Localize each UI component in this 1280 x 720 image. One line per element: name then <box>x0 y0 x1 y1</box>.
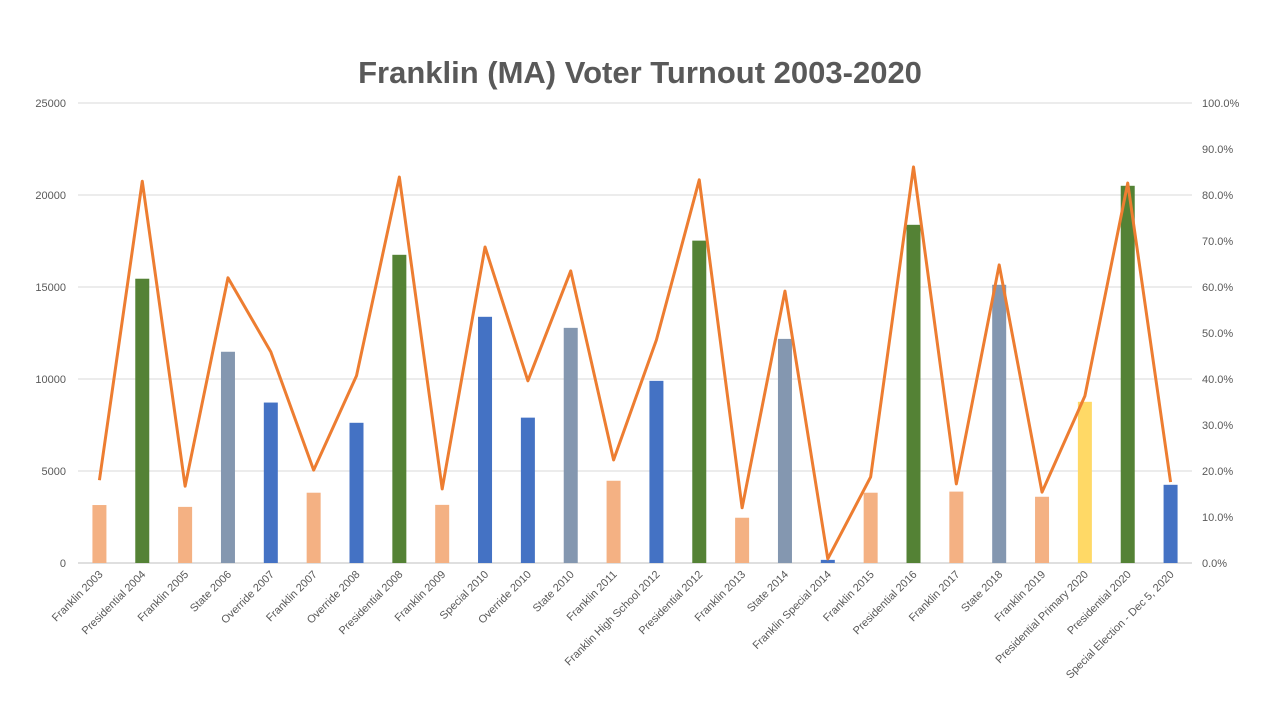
bar-7 <box>392 254 407 564</box>
y-tick-label: 10000 <box>35 374 66 386</box>
bar-10 <box>520 417 535 563</box>
y2-tick-label: 100.0% <box>1202 98 1240 110</box>
category-label: State 2010 <box>531 569 577 615</box>
y-tick-label: 15000 <box>35 282 66 294</box>
bar-4 <box>263 402 278 563</box>
bar-21 <box>992 284 1007 563</box>
bar-19 <box>906 224 921 564</box>
y2-tick-label: 90.0% <box>1202 144 1233 156</box>
y-tick-label: 25000 <box>35 98 66 110</box>
left-axis-labels: 0 5000 10000 15000 20000 25000 <box>35 98 66 570</box>
y2-tick-label: 30.0% <box>1202 420 1233 432</box>
turnout-line-path <box>97 165 1173 561</box>
y2-tick-label: 60.0% <box>1202 282 1233 294</box>
y-tick-label: 5000 <box>42 466 66 478</box>
gridlines <box>78 102 1192 564</box>
bar-3 <box>220 351 235 563</box>
bar-25 <box>1163 484 1178 563</box>
category-label: State 2006 <box>188 569 234 615</box>
y2-tick-label: 80.0% <box>1202 190 1233 202</box>
bar-11 <box>563 327 578 563</box>
bar-13 <box>649 380 664 563</box>
bar-23 <box>1077 401 1092 563</box>
y-tick-label: 0 <box>60 558 66 570</box>
bar-1 <box>135 278 150 563</box>
y2-tick-label: 50.0% <box>1202 328 1233 340</box>
bar-20 <box>949 491 964 563</box>
category-label: State 2018 <box>959 569 1005 615</box>
y-tick-label: 20000 <box>35 190 66 202</box>
bar-2 <box>178 506 193 563</box>
y2-tick-label: 40.0% <box>1202 374 1233 386</box>
y2-tick-label: 20.0% <box>1202 466 1233 478</box>
bar-5 <box>306 492 321 563</box>
bar-22 <box>1035 496 1050 563</box>
bars <box>92 185 1178 564</box>
bar-9 <box>478 316 493 563</box>
bar-8 <box>435 504 450 563</box>
bar-15 <box>735 517 750 563</box>
category-label: Franklin Special 2014 <box>751 569 834 652</box>
bar-0 <box>92 505 107 563</box>
bar-18 <box>863 492 878 563</box>
bar-6 <box>349 422 364 563</box>
bar-12 <box>606 480 621 563</box>
bar-16 <box>777 338 792 563</box>
y2-tick-label: 70.0% <box>1202 236 1233 248</box>
y2-tick-label: 10.0% <box>1202 512 1233 524</box>
turnout-line <box>97 165 1173 561</box>
right-axis-labels: 0.0% 10.0% 20.0% 30.0% 40.0% 50.0% 60.0% 70.0% 8… <box>1202 98 1240 570</box>
chart-title: Franklin (MA) Voter Turnout 2003-2020 <box>358 55 922 90</box>
bar-17 <box>820 559 835 563</box>
bar-24 <box>1120 185 1135 564</box>
category-label: State 2014 <box>745 569 791 615</box>
bar-14 <box>692 240 707 563</box>
y2-tick-label: 0.0% <box>1202 558 1227 570</box>
